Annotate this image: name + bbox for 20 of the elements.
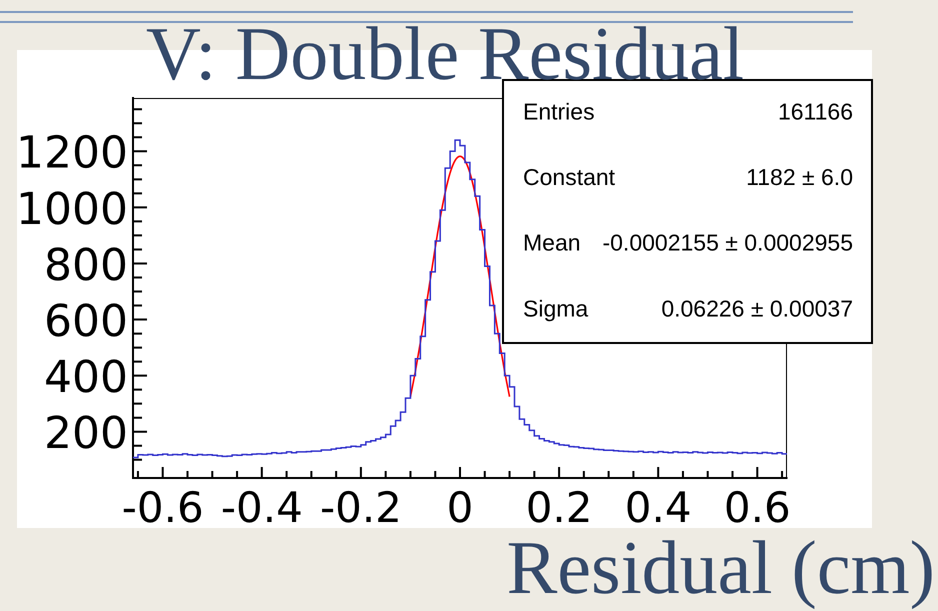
chart-title: V: Double Residual — [144, 12, 746, 96]
annotation: Constant — [523, 164, 616, 190]
y-tick-label: 400 — [44, 352, 128, 404]
x-tick-label: -0.4 — [220, 483, 303, 532]
y-tick-label: 1000 — [16, 184, 128, 235]
y-tick-label: 600 — [44, 296, 128, 347]
y-tick-label: 1200 — [16, 128, 128, 179]
annotation: Entries — [523, 98, 595, 124]
x-tick-label: -0.6 — [122, 483, 204, 532]
x-tick-label: -0.2 — [320, 483, 402, 532]
line-series — [410, 156, 510, 398]
y-tick-label: 200 — [44, 408, 128, 460]
annotation: Sigma — [523, 295, 588, 322]
y-tick-label: 800 — [44, 240, 128, 291]
annotation: 0.06226 ± 0.00037 — [661, 295, 853, 322]
annotation: 161166 — [778, 98, 853, 124]
annotation: -0.0002155 ± 0.0002955 — [602, 230, 853, 256]
x-tick-label: 0 — [446, 483, 474, 532]
annotation: 1182 ± 6.0 — [746, 164, 853, 190]
annotation: Mean — [523, 230, 581, 256]
